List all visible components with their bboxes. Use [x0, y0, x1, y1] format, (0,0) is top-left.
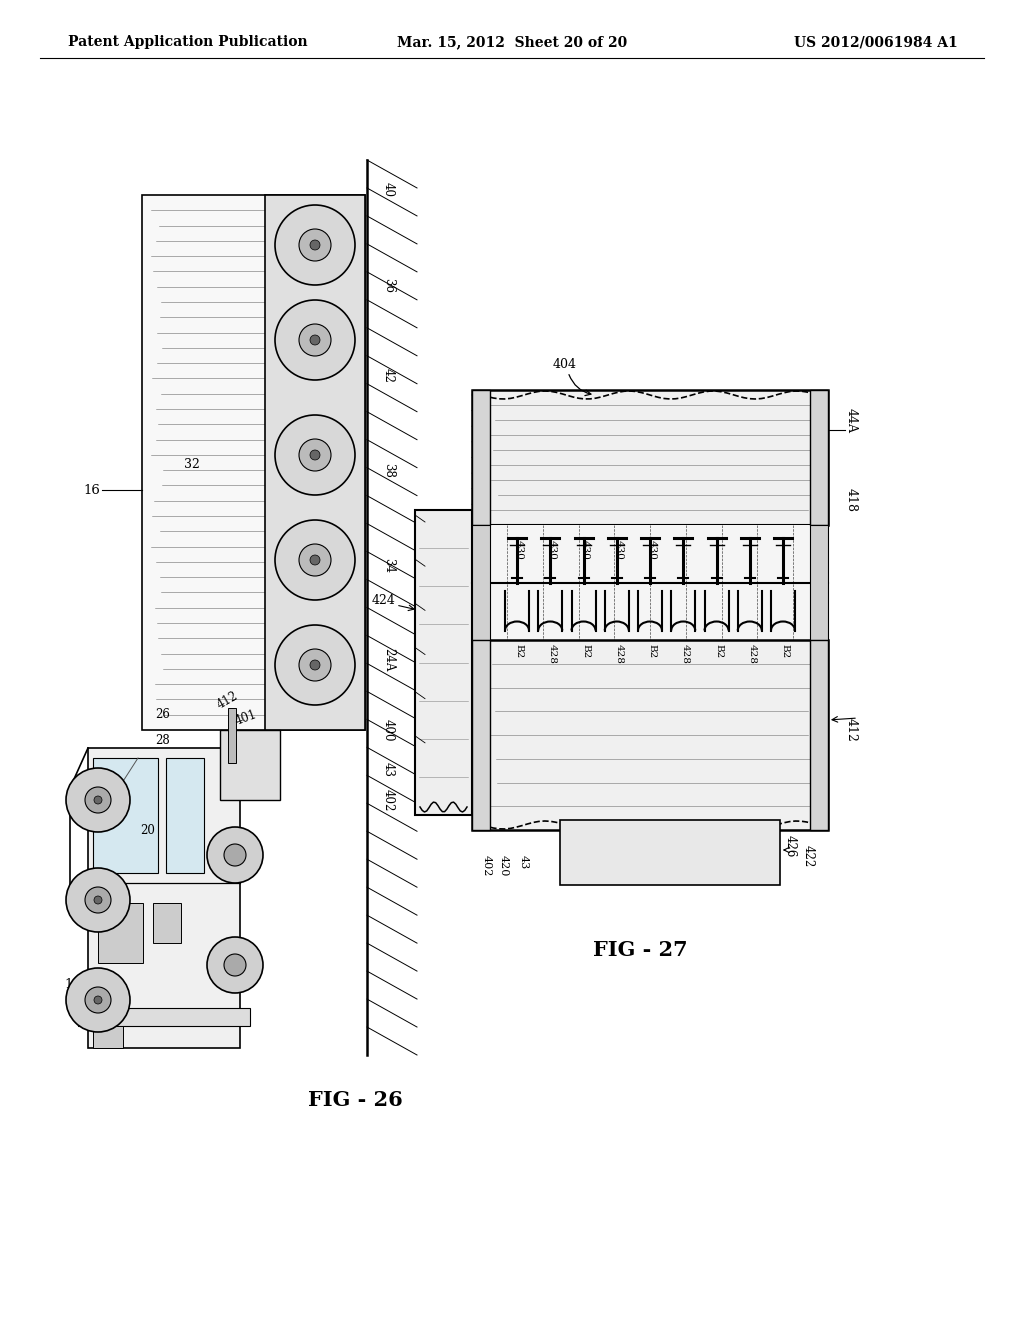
Bar: [472, 389, 490, 525]
Text: 28: 28: [156, 734, 170, 747]
Bar: [153, 903, 181, 942]
Circle shape: [94, 997, 102, 1005]
Text: 418: 418: [845, 488, 858, 512]
Circle shape: [310, 240, 319, 249]
Text: B2: B2: [780, 644, 790, 659]
Circle shape: [299, 228, 331, 261]
Bar: [98, 903, 143, 964]
Circle shape: [310, 335, 319, 345]
Text: 402: 402: [382, 789, 395, 812]
Text: 401: 401: [233, 708, 259, 727]
Circle shape: [310, 660, 319, 671]
Circle shape: [275, 205, 355, 285]
Text: 422: 422: [802, 845, 814, 867]
Text: 428: 428: [614, 644, 624, 664]
Circle shape: [275, 520, 355, 601]
Text: 428: 428: [748, 644, 757, 664]
Circle shape: [66, 768, 130, 832]
Circle shape: [85, 987, 111, 1012]
Circle shape: [275, 414, 355, 495]
Bar: [93, 1026, 123, 1048]
Text: 420: 420: [499, 855, 509, 876]
Bar: [472, 640, 828, 830]
Text: 430: 430: [614, 540, 624, 560]
Text: 26: 26: [156, 709, 170, 722]
Text: 430: 430: [647, 540, 656, 560]
Text: 32: 32: [184, 458, 200, 471]
Bar: [228, 708, 236, 763]
Text: FIG - 26: FIG - 26: [307, 1090, 402, 1110]
Text: Patent Application Publication: Patent Application Publication: [68, 36, 307, 49]
Circle shape: [207, 937, 263, 993]
Circle shape: [275, 300, 355, 380]
Text: US 2012/0061984 A1: US 2012/0061984 A1: [795, 36, 958, 49]
Text: 428: 428: [548, 644, 557, 664]
Text: 404: 404: [553, 359, 577, 371]
Text: 43: 43: [382, 763, 395, 777]
Text: 34: 34: [382, 557, 395, 573]
Text: 428: 428: [681, 644, 690, 664]
Bar: [93, 758, 158, 873]
Text: 412: 412: [215, 689, 241, 711]
Text: 430: 430: [581, 540, 590, 560]
Bar: [166, 758, 204, 873]
Circle shape: [299, 323, 331, 356]
Bar: [142, 195, 365, 730]
Text: B2: B2: [581, 644, 590, 659]
Bar: [810, 525, 828, 640]
Bar: [810, 389, 828, 525]
Text: 18: 18: [65, 978, 81, 991]
Text: 42: 42: [382, 367, 395, 383]
Text: 40: 40: [382, 182, 395, 198]
Text: FIG - 27: FIG - 27: [593, 940, 687, 960]
Text: 412: 412: [845, 718, 858, 742]
Text: 430: 430: [548, 540, 557, 560]
Circle shape: [224, 843, 246, 866]
Text: 400: 400: [382, 719, 395, 742]
Bar: [560, 820, 780, 884]
Bar: [472, 389, 828, 525]
Bar: [88, 748, 240, 1048]
Text: 430: 430: [514, 540, 523, 560]
Circle shape: [66, 968, 130, 1032]
Text: 16: 16: [83, 483, 100, 496]
Circle shape: [299, 649, 331, 681]
Circle shape: [224, 954, 246, 975]
Circle shape: [85, 887, 111, 913]
Text: B2: B2: [714, 644, 723, 659]
Bar: [415, 510, 472, 814]
Circle shape: [310, 554, 319, 565]
Text: 44A: 44A: [845, 408, 858, 433]
Text: 43: 43: [519, 855, 529, 870]
Text: 38: 38: [382, 462, 395, 478]
Bar: [265, 195, 365, 730]
Circle shape: [207, 828, 263, 883]
Circle shape: [94, 896, 102, 904]
Text: 36: 36: [382, 277, 395, 293]
Text: 20: 20: [140, 824, 156, 837]
Text: B2: B2: [647, 644, 656, 659]
Bar: [220, 730, 280, 800]
Circle shape: [85, 787, 111, 813]
Bar: [810, 640, 828, 830]
Circle shape: [310, 450, 319, 459]
Text: 426: 426: [783, 836, 797, 858]
Text: 402: 402: [482, 855, 492, 876]
Circle shape: [275, 624, 355, 705]
Circle shape: [94, 796, 102, 804]
Bar: [78, 1008, 250, 1026]
Text: B2: B2: [514, 644, 523, 659]
Circle shape: [299, 440, 331, 471]
Circle shape: [66, 869, 130, 932]
Text: 424: 424: [371, 594, 395, 606]
Circle shape: [299, 544, 331, 576]
Text: 24A: 24A: [382, 648, 395, 672]
Bar: [472, 525, 828, 640]
Bar: [472, 640, 490, 830]
Text: Mar. 15, 2012  Sheet 20 of 20: Mar. 15, 2012 Sheet 20 of 20: [397, 36, 627, 49]
Bar: [472, 525, 490, 640]
